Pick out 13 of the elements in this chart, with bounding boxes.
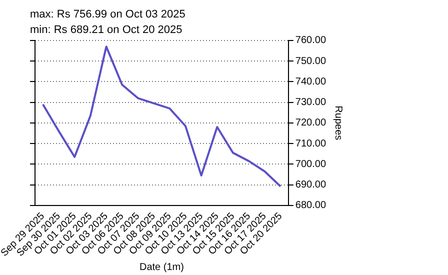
chart-title: max: Rs 756.99 on Oct 03 2025 xyxy=(30,8,186,21)
y-tick-label: 750.00 xyxy=(295,56,326,67)
chart-subtitle: min: Rs 689.21 on Oct 20 2025 xyxy=(30,24,182,36)
y-tick-label: 680.00 xyxy=(295,200,326,212)
y-tick-label: 710.00 xyxy=(295,138,326,150)
y-tick-label: 730.00 xyxy=(295,97,326,108)
y-tick-label: 700.00 xyxy=(295,158,326,170)
y-tick-label: 740.00 xyxy=(295,76,326,88)
y-tick-label: 690.00 xyxy=(295,180,326,191)
y-tick-label: 720.00 xyxy=(295,118,326,129)
x-axis-title: Date (1m) xyxy=(139,262,184,273)
y-axis-title: Rupees xyxy=(332,106,344,140)
y-tick-label: 760.00 xyxy=(295,35,326,46)
